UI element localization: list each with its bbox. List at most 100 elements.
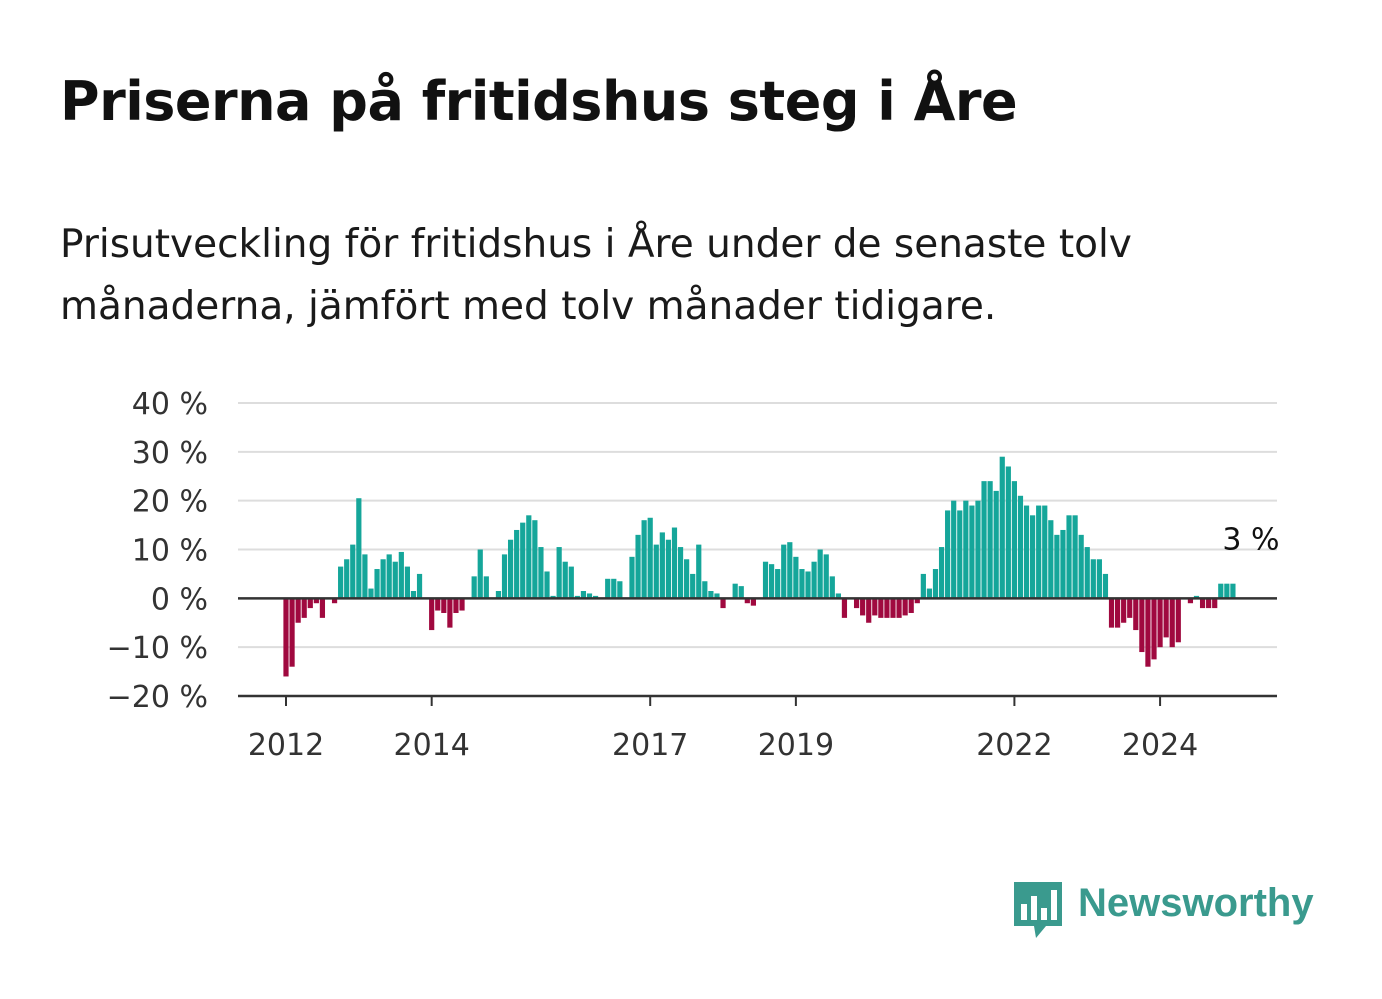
tick-labels: −20 % −10 % 0 % 10 % 20 % 30 % 40 % 2012 2014 201…: [107, 387, 1280, 763]
bar: [945, 510, 951, 599]
bar: [750, 598, 756, 606]
bar: [1145, 598, 1151, 667]
bar: [526, 515, 532, 599]
last-value-label: 3 %: [1222, 523, 1279, 558]
bar: [1036, 505, 1042, 599]
bar: [641, 520, 647, 599]
x-tick-label: 2022: [976, 728, 1052, 763]
bar: [987, 481, 993, 599]
bar: [1048, 520, 1054, 599]
bar: [1042, 505, 1048, 599]
bar: [696, 544, 702, 599]
bar: [350, 544, 356, 599]
bar: [1169, 598, 1175, 648]
bar: [435, 598, 441, 611]
bar: [483, 576, 489, 599]
bar: [993, 490, 999, 599]
bar: [1108, 598, 1115, 628]
gridlines: [238, 402, 1277, 649]
bar: [362, 554, 368, 599]
bar: [744, 598, 750, 604]
bar: [629, 556, 635, 599]
bar: [398, 551, 404, 599]
bar: [890, 598, 896, 618]
bar: [963, 500, 969, 599]
y-tick-label: 30 %: [132, 436, 208, 471]
bar: [1127, 598, 1133, 618]
bar: [738, 586, 744, 599]
bar: [920, 573, 926, 599]
bar: [1102, 573, 1109, 599]
bar: [799, 569, 805, 599]
bar: [714, 593, 720, 599]
bar: [611, 578, 617, 599]
bar: [313, 598, 319, 604]
bar: [1072, 515, 1078, 599]
bar: [1096, 559, 1102, 599]
bar: [1017, 495, 1024, 599]
bar: [1157, 598, 1163, 648]
bar: [720, 598, 726, 609]
bar: [787, 542, 793, 599]
newsworthy-logo: Newsworthy: [1010, 878, 1330, 942]
bar: [1151, 598, 1157, 660]
x-tick-label: 2019: [758, 728, 834, 763]
bar: [1078, 534, 1084, 599]
bar: [878, 598, 884, 618]
bar: [1212, 598, 1218, 609]
bar: [841, 598, 848, 618]
bar: [1121, 598, 1127, 623]
bar: [1084, 547, 1090, 599]
bar: [896, 598, 902, 618]
bar: [932, 569, 939, 599]
bar: [562, 561, 568, 599]
bar: [781, 544, 787, 599]
bar: [568, 566, 574, 599]
y-tick-label: 10 %: [132, 534, 208, 569]
bar: [811, 561, 817, 599]
bar: [495, 591, 502, 599]
bar: [380, 559, 386, 599]
bar: [872, 598, 878, 616]
bar: [647, 517, 653, 599]
bar: [1199, 598, 1206, 609]
bar: [416, 573, 423, 599]
bar: [908, 598, 914, 613]
y-tick-label: 20 %: [132, 485, 208, 520]
axes: [238, 597, 1277, 706]
bar: [507, 539, 514, 599]
bar: [441, 598, 447, 613]
y-tick-label: 40 %: [132, 387, 208, 422]
bar: [902, 598, 908, 616]
bar: [338, 566, 344, 599]
bar: [659, 532, 665, 599]
bar: [793, 556, 799, 599]
bar: [453, 598, 459, 613]
bar: [295, 598, 301, 623]
bar: [732, 583, 738, 599]
bar: [1224, 583, 1230, 599]
bar: [951, 500, 957, 599]
bar: [853, 598, 860, 609]
bar: [501, 554, 508, 599]
bar: [307, 598, 313, 609]
x-tick-label: 2017: [612, 728, 688, 763]
bar: [580, 591, 587, 599]
bar: [769, 564, 775, 599]
bar: [969, 505, 975, 599]
bar: [556, 547, 562, 599]
bar: [368, 588, 374, 599]
bar: [477, 549, 483, 599]
bar: [762, 561, 769, 599]
bar: [884, 598, 890, 618]
bar: [914, 598, 920, 604]
bar: [386, 554, 392, 599]
bar: [665, 539, 672, 599]
bar: [404, 566, 410, 599]
bar: [544, 571, 550, 599]
bars: [283, 456, 1236, 677]
bar: [520, 522, 526, 599]
bar: [653, 544, 659, 599]
bar: [459, 598, 465, 611]
bar: [1090, 559, 1096, 599]
